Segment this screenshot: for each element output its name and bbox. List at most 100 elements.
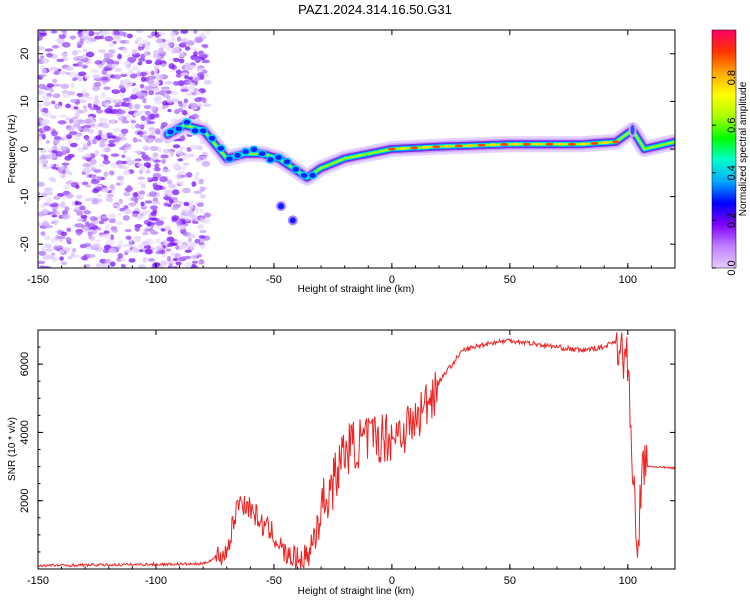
- spectrogram-noise-cell: [199, 74, 205, 80]
- spectrogram-noise-cell: [122, 47, 128, 54]
- spectrogram-noise-cell: [123, 146, 132, 151]
- spectrogram-noise-cell: [76, 92, 83, 97]
- spectrogram-noise-cell: [141, 210, 148, 216]
- spectrogram-peak-cell: [590, 141, 599, 145]
- spectrogram-noise-cell: [89, 215, 98, 222]
- spectrogram-noise-cell: [108, 135, 117, 139]
- spectrogram-noise-cell: [199, 229, 207, 234]
- spectrogram-noise-cell: [109, 184, 115, 191]
- spectrogram-peak-cell: [387, 147, 396, 151]
- spectrogram-noise-cell: [140, 183, 147, 189]
- spectrogram-noise-cell: [60, 231, 68, 237]
- spectrogram-noise-cell: [136, 163, 144, 167]
- spectrogram-noise-cell: [76, 44, 82, 49]
- spectrogram-noise-cell: [69, 118, 74, 124]
- spectrogram-noise-cell: [72, 77, 77, 82]
- colorbar: 0.0 0.2 0.4 0.6 0.8 Normalized spectral ampl…: [711, 29, 749, 276]
- spectrogram-noise-cell: [152, 182, 158, 188]
- spectrogram-noise-cell: [59, 173, 67, 178]
- spectrogram-noise-cell: [41, 68, 47, 74]
- spectrogram-noise-cell: [41, 118, 51, 125]
- spectrogram-noise-cell: [92, 74, 101, 79]
- spectrogram-noise-cell: [116, 243, 124, 247]
- spectrogram-noise-cell: [38, 135, 43, 142]
- spectrogram-noise-cell: [192, 220, 199, 225]
- spectrogram-noise-cell: [118, 198, 123, 204]
- spectrogram-noise-cell: [90, 69, 100, 74]
- spectrogram-noise-cell: [143, 144, 148, 149]
- colorbar-frame: [711, 29, 737, 269]
- spectrogram-noise-cell: [85, 51, 95, 58]
- spectrogram-noise-cell: [184, 46, 191, 51]
- spectrogram-noise-cell: [160, 154, 169, 159]
- spectrogram-noise-cell: [38, 103, 43, 109]
- spectrogram-noise-cell: [79, 205, 86, 211]
- spectrogram-noise-cell: [68, 171, 73, 176]
- spectrogram-noise-cell: [113, 30, 120, 36]
- spectrogram-noise-cell: [199, 244, 206, 250]
- spectrogram-noise-cell: [88, 234, 93, 240]
- spectrogram-noise-cell: [132, 65, 140, 71]
- spectrogram-noise-cell: [168, 183, 177, 188]
- spectrogram-noise-cell: [92, 188, 100, 194]
- spectrogram-noise-cell: [50, 220, 56, 224]
- spectrogram-noise-cell: [80, 214, 88, 219]
- spectrogram-noise-cell: [94, 31, 101, 36]
- spectrogram-noise-cell: [149, 145, 159, 152]
- spectrogram-noise-cell: [73, 122, 81, 128]
- spectrogram-noise-cell: [110, 188, 116, 195]
- spectrogram-noise-cell: [159, 216, 167, 220]
- spectrogram-noise-cell: [155, 97, 162, 103]
- spectrogram-noise-cell: [142, 256, 148, 263]
- y-tick-label: 2000: [19, 488, 31, 512]
- spectrogram-noise-cell: [66, 134, 73, 140]
- spectrogram-noise-cell: [117, 212, 122, 216]
- spectrogram-noise-cell: [134, 197, 139, 204]
- spectrogram-noise-cell: [103, 233, 112, 239]
- spectrogram-noise-cell: [171, 47, 176, 54]
- spectrogram-noise-cell: [175, 69, 182, 75]
- spectrogram-noise-cell: [66, 193, 74, 199]
- spectrogram-noise-cell: [190, 265, 199, 268]
- spectrogram-peak-cell: [579, 142, 588, 146]
- spectrogram-noise-cell: [166, 179, 173, 185]
- spectrogram-noise-cell: [142, 97, 147, 104]
- spectrogram-noise-cell: [201, 160, 211, 167]
- spectrogram-noise-cell: [179, 181, 184, 186]
- colorbar-tick-label: 0.2: [726, 213, 738, 228]
- spectrogram-noise-cell: [101, 148, 106, 152]
- spectrogram-noise-cell: [103, 86, 111, 91]
- spectrogram-noise-cell: [159, 176, 168, 183]
- spectrogram-noise-cell: [171, 215, 180, 221]
- spectrogram-noise-cell: [144, 225, 152, 230]
- spectrogram-noise-cell: [90, 174, 97, 180]
- spectrogram-noise-cell: [104, 35, 114, 42]
- spectrogram-noise-cell: [41, 95, 51, 101]
- spectrogram-noise-cell: [135, 91, 144, 97]
- spectrogram-noise-cell: [110, 153, 120, 157]
- spectrogram-noise-cell: [44, 48, 54, 52]
- spectrogram-noise-cell: [69, 142, 78, 148]
- spectrogram-noise-cell: [125, 40, 131, 44]
- spectrogram-noise-cell: [59, 203, 67, 209]
- spectrogram-noise-cell: [142, 135, 149, 140]
- spectrogram-noise-cell: [182, 244, 187, 250]
- spectrogram-noise-cell: [66, 227, 72, 232]
- spectrogram-noise-cell: [77, 76, 83, 82]
- spectrogram-noise-cell: [187, 40, 195, 45]
- spectrogram-noise-cell: [114, 221, 123, 226]
- spectrogram-noise-cell: [160, 63, 167, 68]
- spectrogram-noise-cell: [75, 184, 80, 189]
- spectrogram-noise-cell: [76, 61, 83, 67]
- spectrogram-noise-cell: [100, 31, 107, 36]
- spectrogram-noise-cell: [123, 149, 128, 154]
- spectrogram-noise-cell: [126, 243, 134, 247]
- spectrogram-noise-cell: [116, 98, 124, 103]
- spectrogram-noise-cell: [147, 85, 152, 91]
- spectrogram-noise-cell: [56, 58, 65, 63]
- spectrogram-noise-cell: [45, 197, 53, 203]
- spectrogram-noise-cell: [161, 86, 169, 91]
- spectrogram-noise-cell: [69, 98, 78, 103]
- spectrogram-noise-cell: [188, 76, 194, 80]
- spectrogram-noise-cell: [135, 123, 141, 129]
